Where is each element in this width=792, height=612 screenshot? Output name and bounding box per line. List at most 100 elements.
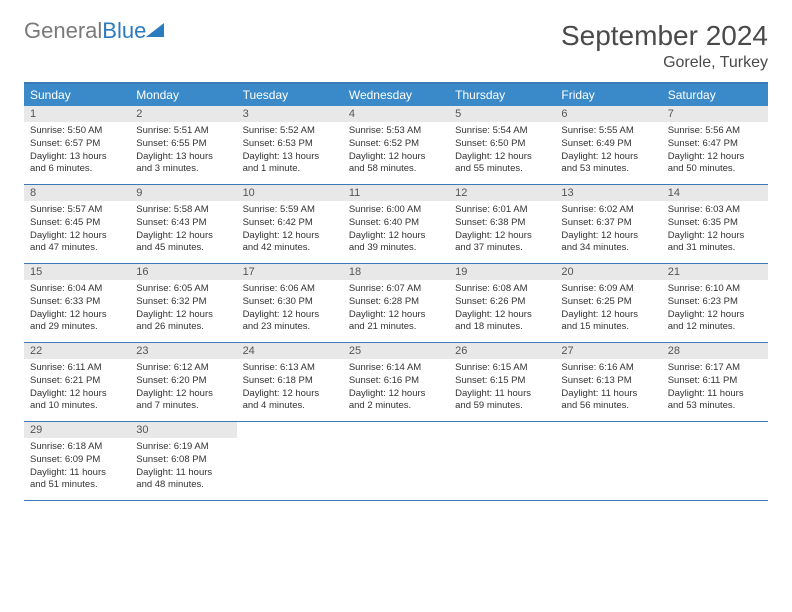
day-body: Sunrise: 5:54 AMSunset: 6:50 PMDaylight:…: [449, 122, 555, 179]
day-number: 8: [24, 185, 130, 201]
daylight-text: Daylight: 12 hours and 58 minutes.: [349, 151, 443, 177]
sunrise-text: Sunrise: 6:09 AM: [561, 283, 655, 296]
day-body: Sunrise: 6:10 AMSunset: 6:23 PMDaylight:…: [662, 280, 768, 337]
day-number: 7: [662, 106, 768, 122]
daylight-text: Daylight: 12 hours and 21 minutes.: [349, 309, 443, 335]
sunrise-text: Sunrise: 6:13 AM: [243, 362, 337, 375]
day-body: Sunrise: 5:50 AMSunset: 6:57 PMDaylight:…: [24, 122, 130, 179]
sunrise-text: Sunrise: 5:54 AM: [455, 125, 549, 138]
sunrise-text: Sunrise: 6:18 AM: [30, 441, 124, 454]
day-number: 25: [343, 343, 449, 359]
weeks-container: 1Sunrise: 5:50 AMSunset: 6:57 PMDaylight…: [24, 106, 768, 501]
daylight-text: Daylight: 12 hours and 18 minutes.: [455, 309, 549, 335]
daylight-text: Daylight: 11 hours and 48 minutes.: [136, 467, 230, 493]
day-number: 20: [555, 264, 661, 280]
day-cell: 9Sunrise: 5:58 AMSunset: 6:43 PMDaylight…: [130, 185, 236, 263]
sunrise-text: Sunrise: 6:11 AM: [30, 362, 124, 375]
sunset-text: Sunset: 6:23 PM: [668, 296, 762, 309]
day-number: 1: [24, 106, 130, 122]
day-body: Sunrise: 6:09 AMSunset: 6:25 PMDaylight:…: [555, 280, 661, 337]
brand-logo: GeneralBlue: [24, 20, 164, 42]
location-label: Gorele, Turkey: [561, 54, 768, 72]
daylight-text: Daylight: 13 hours and 1 minute.: [243, 151, 337, 177]
brand-text: GeneralBlue: [24, 20, 146, 42]
day-number: 10: [237, 185, 343, 201]
day-number: 21: [662, 264, 768, 280]
sunset-text: Sunset: 6:32 PM: [136, 296, 230, 309]
sunrise-text: Sunrise: 6:01 AM: [455, 204, 549, 217]
day-body: Sunrise: 5:55 AMSunset: 6:49 PMDaylight:…: [555, 122, 661, 179]
day-body: Sunrise: 6:05 AMSunset: 6:32 PMDaylight:…: [130, 280, 236, 337]
daylight-text: Daylight: 12 hours and 29 minutes.: [30, 309, 124, 335]
day-cell: 5Sunrise: 5:54 AMSunset: 6:50 PMDaylight…: [449, 106, 555, 184]
day-number: 29: [24, 422, 130, 438]
day-cell: 18Sunrise: 6:07 AMSunset: 6:28 PMDayligh…: [343, 264, 449, 342]
day-body: Sunrise: 6:08 AMSunset: 6:26 PMDaylight:…: [449, 280, 555, 337]
day-number: 13: [555, 185, 661, 201]
sunrise-text: Sunrise: 5:59 AM: [243, 204, 337, 217]
daylight-text: Daylight: 13 hours and 3 minutes.: [136, 151, 230, 177]
day-number: 22: [24, 343, 130, 359]
day-cell: 29Sunrise: 6:18 AMSunset: 6:09 PMDayligh…: [24, 422, 130, 500]
daylight-text: Daylight: 12 hours and 2 minutes.: [349, 388, 443, 414]
day-body: Sunrise: 6:02 AMSunset: 6:37 PMDaylight:…: [555, 201, 661, 258]
day-cell: 1Sunrise: 5:50 AMSunset: 6:57 PMDaylight…: [24, 106, 130, 184]
sunrise-text: Sunrise: 5:51 AM: [136, 125, 230, 138]
sunrise-text: Sunrise: 5:58 AM: [136, 204, 230, 217]
day-number: 12: [449, 185, 555, 201]
sunset-text: Sunset: 6:11 PM: [668, 375, 762, 388]
sunset-text: Sunset: 6:45 PM: [30, 217, 124, 230]
day-cell: 7Sunrise: 5:56 AMSunset: 6:47 PMDaylight…: [662, 106, 768, 184]
day-cell: 20Sunrise: 6:09 AMSunset: 6:25 PMDayligh…: [555, 264, 661, 342]
sunset-text: Sunset: 6:28 PM: [349, 296, 443, 309]
day-cell: 6Sunrise: 5:55 AMSunset: 6:49 PMDaylight…: [555, 106, 661, 184]
day-cell: 10Sunrise: 5:59 AMSunset: 6:42 PMDayligh…: [237, 185, 343, 263]
sunrise-text: Sunrise: 6:06 AM: [243, 283, 337, 296]
day-body: Sunrise: 5:57 AMSunset: 6:45 PMDaylight:…: [24, 201, 130, 258]
week-row: 22Sunrise: 6:11 AMSunset: 6:21 PMDayligh…: [24, 343, 768, 422]
daylight-text: Daylight: 12 hours and 26 minutes.: [136, 309, 230, 335]
daylight-text: Daylight: 11 hours and 51 minutes.: [30, 467, 124, 493]
week-row: 29Sunrise: 6:18 AMSunset: 6:09 PMDayligh…: [24, 422, 768, 501]
sunrise-text: Sunrise: 5:52 AM: [243, 125, 337, 138]
day-number: 3: [237, 106, 343, 122]
sunrise-text: Sunrise: 6:02 AM: [561, 204, 655, 217]
sunrise-text: Sunrise: 5:56 AM: [668, 125, 762, 138]
day-number: 24: [237, 343, 343, 359]
daylight-text: Daylight: 11 hours and 59 minutes.: [455, 388, 549, 414]
day-body: Sunrise: 6:18 AMSunset: 6:09 PMDaylight:…: [24, 438, 130, 495]
day-cell: 15Sunrise: 6:04 AMSunset: 6:33 PMDayligh…: [24, 264, 130, 342]
day-number: 2: [130, 106, 236, 122]
sunset-text: Sunset: 6:08 PM: [136, 454, 230, 467]
day-cell: 23Sunrise: 6:12 AMSunset: 6:20 PMDayligh…: [130, 343, 236, 421]
daylight-text: Daylight: 12 hours and 23 minutes.: [243, 309, 337, 335]
sunrise-text: Sunrise: 5:50 AM: [30, 125, 124, 138]
sunrise-text: Sunrise: 6:05 AM: [136, 283, 230, 296]
sunset-text: Sunset: 6:55 PM: [136, 138, 230, 151]
day-cell: 30Sunrise: 6:19 AMSunset: 6:08 PMDayligh…: [130, 422, 236, 500]
daylight-text: Daylight: 12 hours and 10 minutes.: [30, 388, 124, 414]
sunrise-text: Sunrise: 6:10 AM: [668, 283, 762, 296]
day-body: Sunrise: 6:11 AMSunset: 6:21 PMDaylight:…: [24, 359, 130, 416]
day-number: 9: [130, 185, 236, 201]
sunset-text: Sunset: 6:38 PM: [455, 217, 549, 230]
sunset-text: Sunset: 6:52 PM: [349, 138, 443, 151]
sunrise-text: Sunrise: 6:16 AM: [561, 362, 655, 375]
sunrise-text: Sunrise: 5:57 AM: [30, 204, 124, 217]
day-cell: [555, 422, 661, 500]
day-body: Sunrise: 6:17 AMSunset: 6:11 PMDaylight:…: [662, 359, 768, 416]
calendar: Sunday Monday Tuesday Wednesday Thursday…: [24, 82, 768, 501]
sunset-text: Sunset: 6:37 PM: [561, 217, 655, 230]
sunset-text: Sunset: 6:50 PM: [455, 138, 549, 151]
week-row: 15Sunrise: 6:04 AMSunset: 6:33 PMDayligh…: [24, 264, 768, 343]
daylight-text: Daylight: 12 hours and 15 minutes.: [561, 309, 655, 335]
day-body: Sunrise: 6:03 AMSunset: 6:35 PMDaylight:…: [662, 201, 768, 258]
sunrise-text: Sunrise: 6:04 AM: [30, 283, 124, 296]
daylight-text: Daylight: 12 hours and 12 minutes.: [668, 309, 762, 335]
sunrise-text: Sunrise: 5:53 AM: [349, 125, 443, 138]
day-body: Sunrise: 6:12 AMSunset: 6:20 PMDaylight:…: [130, 359, 236, 416]
day-body: Sunrise: 6:16 AMSunset: 6:13 PMDaylight:…: [555, 359, 661, 416]
day-number: 28: [662, 343, 768, 359]
day-cell: 19Sunrise: 6:08 AMSunset: 6:26 PMDayligh…: [449, 264, 555, 342]
sunset-text: Sunset: 6:13 PM: [561, 375, 655, 388]
